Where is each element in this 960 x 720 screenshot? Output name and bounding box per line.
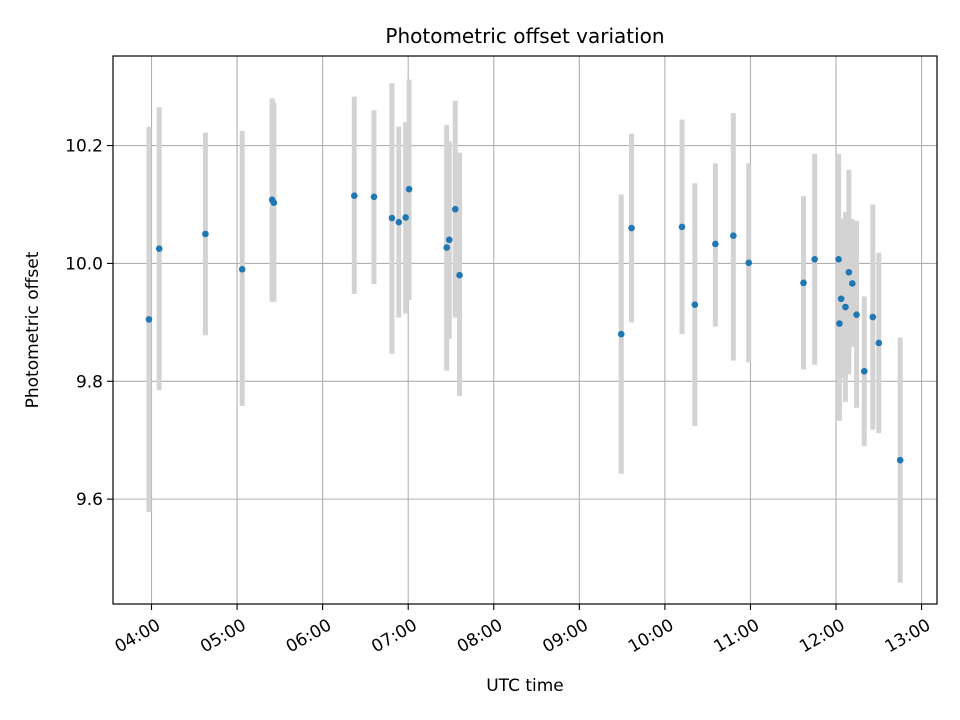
data-point-13: [445, 236, 453, 244]
data-point-6: [350, 192, 358, 199]
data-point-32: [860, 367, 868, 375]
data-point-27: [837, 295, 845, 303]
data-point-16: [617, 330, 625, 338]
y-axis-label: Photometric offset: [23, 251, 43, 408]
x-axis-label: UTC time: [486, 676, 564, 696]
data-point-5: [270, 199, 278, 207]
data-point-21: [730, 232, 737, 240]
data-point-35: [896, 456, 904, 464]
y-axis-ticks: 9.6 9.8 10.0 10.2: [65, 137, 113, 510]
data-point-14: [451, 205, 459, 213]
y-tick-label-3: 10.2: [65, 137, 103, 157]
chart-title: Photometric offset variation: [385, 24, 664, 48]
data-point-26: [836, 320, 843, 327]
data-point-34: [875, 339, 883, 347]
y-tick-label-1: 9.8: [76, 372, 103, 392]
data-point-1: [155, 245, 163, 252]
data-point-25: [835, 255, 842, 263]
data-points: [145, 185, 904, 464]
data-point-3: [238, 266, 246, 273]
data-point-11: [405, 185, 413, 193]
data-point-31: [853, 311, 860, 318]
data-point-0: [145, 316, 153, 323]
data-point-12: [443, 244, 451, 251]
data-point-15: [456, 271, 463, 279]
data-point-24: [811, 255, 818, 263]
data-point-17: [628, 224, 635, 232]
data-point-7: [370, 193, 378, 201]
data-point-33: [869, 313, 877, 321]
data-point-23: [800, 279, 807, 287]
data-point-8: [388, 214, 396, 222]
y-tick-label-2: 10.0: [65, 254, 103, 274]
y-tick-label-0: 9.6: [76, 490, 103, 510]
data-point-10: [402, 214, 409, 221]
data-point-22: [745, 259, 753, 267]
data-point-19: [691, 301, 699, 308]
grid: [113, 56, 937, 604]
data-point-30: [848, 280, 856, 287]
data-point-20: [712, 240, 719, 248]
data-point-9: [395, 218, 403, 226]
data-point-28: [842, 303, 849, 311]
data-point-29: [845, 268, 853, 276]
plot-frame: [112, 55, 938, 605]
data-point-18: [678, 223, 686, 231]
data-point-2: [202, 230, 209, 238]
